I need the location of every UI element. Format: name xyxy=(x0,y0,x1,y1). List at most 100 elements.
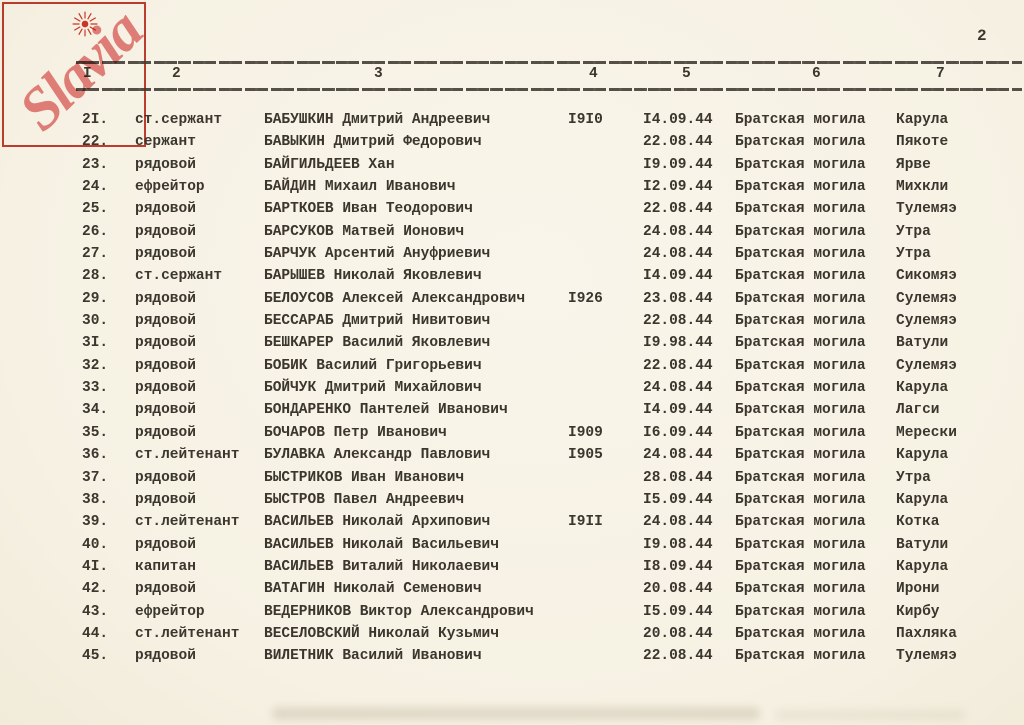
death-date-cell: 24.08.44 xyxy=(643,514,713,531)
column-number-3: 3 xyxy=(374,66,383,82)
place-cell: Карула xyxy=(896,380,949,397)
name-cell: ВАТАГИН Николай Семенович xyxy=(264,581,482,598)
rank-cell: сержант xyxy=(135,134,196,151)
place-cell: Сикомяэ xyxy=(896,268,957,285)
grave-type-cell: Братская могила xyxy=(735,491,866,508)
name-cell: БЫСТРИКОВ Иван Иванович xyxy=(264,469,465,486)
death-date-cell: 24.08.44 xyxy=(643,447,713,464)
table-row: 22. сержант БАВЫКИН Дмитрий Федорович 22… xyxy=(0,132,1024,154)
rank-cell: рядовой xyxy=(135,290,196,307)
death-date-cell: I4.09.44 xyxy=(643,112,713,128)
grave-type-cell: Братская могила xyxy=(735,402,866,419)
death-date-cell: 22.08.44 xyxy=(643,313,713,330)
death-date-cell: 24.08.44 xyxy=(643,380,713,397)
name-cell: БУЛАВКА Александр Павлович xyxy=(264,447,491,464)
row-number-cell: 32. xyxy=(82,357,109,374)
grave-type-cell: Братская могила xyxy=(735,313,866,330)
death-date-cell: I9.98.44 xyxy=(643,335,713,352)
header-rule-bottom xyxy=(76,88,1022,91)
row-number-cell: 42. xyxy=(82,581,109,598)
rank-cell: ефрейтор xyxy=(135,603,205,620)
grave-type-cell: Братская могила xyxy=(735,469,866,486)
row-number-cell: 44. xyxy=(82,625,109,642)
place-cell: Ирони xyxy=(896,581,940,598)
table-row: 37. рядовой БЫСТРИКОВ Иван Иванович 28.0… xyxy=(0,468,1024,490)
row-number-cell: 4I. xyxy=(82,558,109,575)
table-row: 38. рядовой БЫСТРОВ Павел Андреевич I5.0… xyxy=(0,490,1024,512)
rank-cell: рядовой xyxy=(135,491,196,508)
place-cell: Карула xyxy=(896,447,949,464)
death-date-cell: I9.08.44 xyxy=(643,536,713,553)
grave-type-cell: Братская могила xyxy=(735,581,866,598)
rank-cell: ст.сержант xyxy=(135,268,223,285)
table-row: 23. рядовой БАЙГИЛЬДЕЕВ Хан I9.09.44 Бра… xyxy=(0,155,1024,177)
row-number-cell: 3I. xyxy=(82,335,109,352)
place-cell: Михкли xyxy=(896,179,949,196)
table-row: 2I. ст.сержант БАБУШКИН Дмитрий Андрееви… xyxy=(0,110,1024,132)
death-date-cell: I5.09.44 xyxy=(643,491,713,508)
death-date-cell: 28.08.44 xyxy=(643,469,713,486)
death-date-cell: I6.09.44 xyxy=(643,424,713,441)
grave-type-cell: Братская могила xyxy=(735,223,866,240)
place-cell: Пякоте xyxy=(896,134,949,151)
grave-type-cell: Братская могила xyxy=(735,179,866,196)
place-cell: Утра xyxy=(896,469,931,486)
table-row: 43. ефрейтор ВЕДЕРНИКОВ Виктор Александр… xyxy=(0,602,1024,624)
name-cell: БАБУШКИН Дмитрий Андреевич xyxy=(264,112,491,128)
death-date-cell: 22.08.44 xyxy=(643,201,713,218)
rank-cell: рядовой xyxy=(135,313,196,330)
name-cell: БОБИК Василий Григорьевич xyxy=(264,357,482,374)
table-row: 27. рядовой БАРЧУК Арсентий Ануфриевич 2… xyxy=(0,244,1024,266)
grave-type-cell: Братская могила xyxy=(735,424,866,441)
death-date-cell: 22.08.44 xyxy=(643,134,713,151)
name-cell: БАВЫКИН Дмитрий Федорович xyxy=(264,134,482,151)
rank-cell: ст.сержант xyxy=(135,112,223,128)
sun-icon xyxy=(72,11,98,37)
name-cell: ВИЛЕТНИК Василий Иванович xyxy=(264,648,482,665)
name-cell: БЕЛОУСОВ Алексей Александрович xyxy=(264,290,526,307)
table-row: 40. рядовой ВАСИЛЬЕВ Николай Васильевич … xyxy=(0,535,1024,557)
row-number-cell: 38. xyxy=(82,491,109,508)
rank-cell: рядовой xyxy=(135,402,196,419)
birth-year-cell: I9I0 xyxy=(568,112,603,128)
place-cell: Утра xyxy=(896,246,931,263)
death-date-cell: 20.08.44 xyxy=(643,625,713,642)
rank-cell: рядовой xyxy=(135,335,196,352)
row-number-cell: 2I. xyxy=(82,112,109,128)
row-number-cell: 34. xyxy=(82,402,109,419)
place-cell: Карула xyxy=(896,558,949,575)
grave-type-cell: Братская могила xyxy=(735,536,866,553)
grave-type-cell: Братская могила xyxy=(735,447,866,464)
birth-year-cell: I9II xyxy=(568,514,603,531)
row-number-cell: 27. xyxy=(82,246,109,263)
name-cell: БОЙЧУК Дмитрий Михайлович xyxy=(264,380,482,397)
scan-smudge xyxy=(272,707,760,720)
table-row: 33. рядовой БОЙЧУК Дмитрий Михайлович 24… xyxy=(0,378,1024,400)
name-cell: БЕШКАРЕР Василий Яковлевич xyxy=(264,335,491,352)
row-number-cell: 22. xyxy=(82,134,109,151)
grave-type-cell: Братская могила xyxy=(735,246,866,263)
grave-type-cell: Братская могила xyxy=(735,290,866,307)
table-row: 34. рядовой БОНДАРЕНКО Пантелей Иванович… xyxy=(0,400,1024,422)
name-cell: ВАСИЛЬЕВ Николай Васильевич xyxy=(264,536,499,553)
place-cell: Тулемяэ xyxy=(896,201,957,218)
name-cell: БАРТКОЕВ Иван Теодорович xyxy=(264,201,473,218)
row-number-cell: 37. xyxy=(82,469,109,486)
death-date-cell: 22.08.44 xyxy=(643,357,713,374)
table-row: 30. рядовой БЕССАРАБ Дмитрий Нивитович 2… xyxy=(0,311,1024,333)
grave-type-cell: Братская могила xyxy=(735,514,866,531)
rank-cell: рядовой xyxy=(135,424,196,441)
column-number-4: 4 xyxy=(589,66,598,82)
place-cell: Сулемяэ xyxy=(896,313,957,330)
place-cell: Карула xyxy=(896,491,949,508)
row-number-cell: 40. xyxy=(82,536,109,553)
column-number-1: I xyxy=(83,66,92,82)
death-date-cell: 24.08.44 xyxy=(643,246,713,263)
rank-cell: рядовой xyxy=(135,380,196,397)
place-cell: Ярве xyxy=(896,156,931,173)
grave-type-cell: Братская могила xyxy=(735,134,866,151)
rank-cell: рядовой xyxy=(135,357,196,374)
column-number-6: 6 xyxy=(812,66,821,82)
name-cell: БАРСУКОВ Матвей Ионович xyxy=(264,223,465,240)
place-cell: Сулемяэ xyxy=(896,290,957,307)
